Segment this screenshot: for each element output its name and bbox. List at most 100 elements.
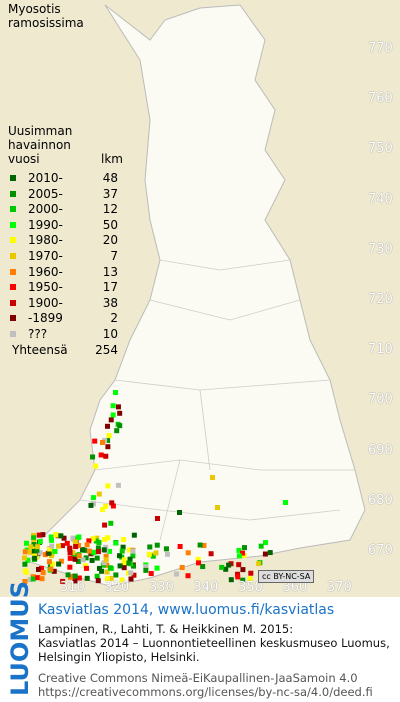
legend-count: 48 [102, 171, 118, 185]
occurrence-square [154, 565, 160, 571]
citation-line: Lampinen, R., Lahti, T. & Heikkinen M. 2… [38, 622, 294, 636]
occurrence-square [59, 543, 65, 549]
occurrence-square [58, 533, 64, 539]
occurrence-square [52, 548, 58, 554]
occurrence-square [127, 547, 133, 553]
occurrence-square [60, 578, 66, 584]
occurrence-square [103, 544, 109, 550]
occurrence-square [103, 557, 109, 563]
occurrence-square [241, 545, 247, 551]
legend-label: 1980- [28, 233, 63, 248]
occurrence-square [46, 550, 52, 556]
occurrence-square [215, 505, 220, 510]
occurrence-square [98, 452, 104, 458]
occurrence-square [131, 532, 137, 538]
occurrence-square [235, 571, 241, 577]
occurrence-square [76, 553, 82, 559]
occurrence-square [47, 546, 53, 552]
occurrence-square [179, 565, 185, 571]
occurrence-square [150, 553, 156, 559]
occurrence-square [130, 553, 136, 559]
occurrence-square [104, 576, 110, 582]
occurrence-square [219, 564, 225, 570]
legend-label: 1900- [28, 295, 63, 310]
occurrence-square [177, 543, 183, 549]
legend-label: -1899 [28, 311, 63, 326]
occurrence-square [121, 560, 127, 566]
legend-count: 2 [110, 311, 118, 326]
occurrence-square [121, 537, 127, 543]
occurrence-square [32, 555, 38, 561]
occurrence-square [67, 564, 73, 570]
occurrence-square [86, 548, 92, 554]
easting-label: 340 [193, 580, 219, 595]
occurrence-square [67, 550, 73, 556]
northing-label: 670 [368, 543, 393, 558]
occurrence-square [49, 543, 55, 549]
legend-label: 2000- [28, 202, 63, 217]
occurrence-square [105, 437, 111, 443]
legend-label: 1970- [28, 249, 63, 263]
occurrence-square [51, 568, 57, 574]
occurrence-square [90, 536, 96, 542]
occurrence-square [84, 542, 90, 548]
legend-count: 20 [102, 233, 118, 248]
northing-label: 750 [368, 141, 393, 157]
occurrence-square [197, 542, 203, 548]
occurrence-square [92, 438, 98, 444]
occurrence-square [108, 520, 114, 526]
occurrence-square [67, 574, 73, 580]
occurrence-square [95, 549, 101, 555]
occurrence-square [48, 534, 54, 540]
occurrence-square [105, 444, 111, 450]
occurrence-square [115, 482, 121, 488]
occurrence-square [80, 557, 86, 563]
citation-line: Kasviatlas 2014 – Luonnontieteellinen ke… [38, 636, 390, 650]
region-borders [79, 259, 355, 541]
occurrence-square [22, 555, 28, 561]
occurrence-square [76, 543, 82, 549]
occurrence-square [40, 532, 46, 538]
northing-label: 680 [368, 492, 393, 508]
occurrence-square [53, 532, 59, 538]
occurrence-square [90, 454, 96, 460]
occurrence-square [72, 573, 78, 579]
legend-count: 13 [102, 264, 118, 279]
occurrence-square [58, 558, 64, 564]
occurrence-square [35, 544, 41, 550]
occurrence-square [121, 565, 127, 571]
easting-label: 330 [149, 580, 174, 595]
occurrence-square [105, 483, 111, 489]
occurrence-square [119, 548, 125, 554]
occurrence-square [30, 576, 36, 582]
occurrence-square [99, 568, 105, 574]
legend-count: 17 [102, 280, 118, 295]
license-line: Creative Commons Nimeä-EiKaupallinen-Jaa… [38, 671, 358, 685]
legend-heading: havainnon [8, 138, 71, 152]
occurrence-square [117, 563, 123, 569]
occurrence-square [91, 549, 97, 555]
legend-swatch [10, 206, 16, 213]
occurrence-square [72, 556, 78, 562]
occurrence-square [75, 535, 81, 541]
license-badge: cc BY-NC-SA [258, 570, 315, 583]
occurrence-square [117, 553, 123, 559]
occurrence-square [22, 561, 28, 567]
legend-count: 10 [102, 327, 118, 341]
occurrence-square [185, 550, 191, 556]
occurrence-square [22, 578, 28, 584]
occurrence-square [94, 573, 100, 579]
occurrence-square [121, 557, 127, 563]
occurrence-square [107, 565, 113, 571]
occurrence-square [100, 507, 106, 513]
occurrence-square [262, 551, 268, 557]
occurrence-square [117, 423, 123, 429]
occurrence-square [236, 562, 242, 568]
occurrence-square [50, 561, 56, 567]
occurrence-square [101, 547, 107, 553]
occurrence-square [106, 433, 112, 439]
occurrence-square [84, 575, 90, 581]
occurrence-square [108, 575, 114, 581]
occurrence-square [67, 546, 73, 552]
